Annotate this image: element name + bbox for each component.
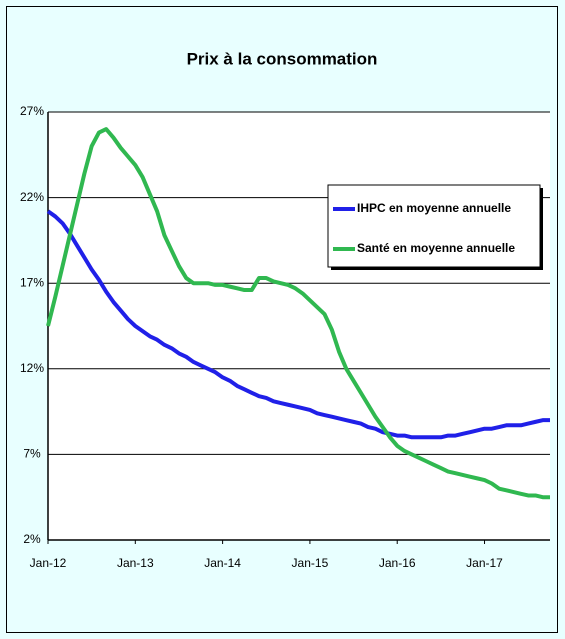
x-tick-label: Jan-12 — [30, 556, 67, 570]
x-tick-label: Jan-16 — [379, 556, 416, 570]
legend-label: Santé en moyenne annuelle — [357, 241, 515, 255]
frame — [6, 6, 558, 633]
y-tick-label: 12% — [20, 361, 44, 375]
x-tick-label: Jan-17 — [466, 556, 503, 570]
line-series — [46, 127, 550, 500]
x-tick-label: Jan-13 — [117, 556, 154, 570]
y-tick-label: 7% — [23, 447, 41, 461]
y-tick-label: 27% — [20, 104, 44, 118]
legend — [327, 184, 541, 268]
line-series — [46, 209, 550, 440]
y-tick-label: 17% — [20, 275, 44, 289]
y-tick-label: 22% — [20, 190, 44, 204]
y-tick-label: 2% — [23, 532, 41, 546]
x-tick-label: Jan-15 — [292, 556, 329, 570]
plot-area — [48, 112, 550, 540]
chart-title: Prix à la consommation — [187, 49, 378, 68]
x-tick-label: Jan-14 — [204, 556, 241, 570]
legend-label: IHPC en moyenne annuelle — [357, 201, 511, 215]
